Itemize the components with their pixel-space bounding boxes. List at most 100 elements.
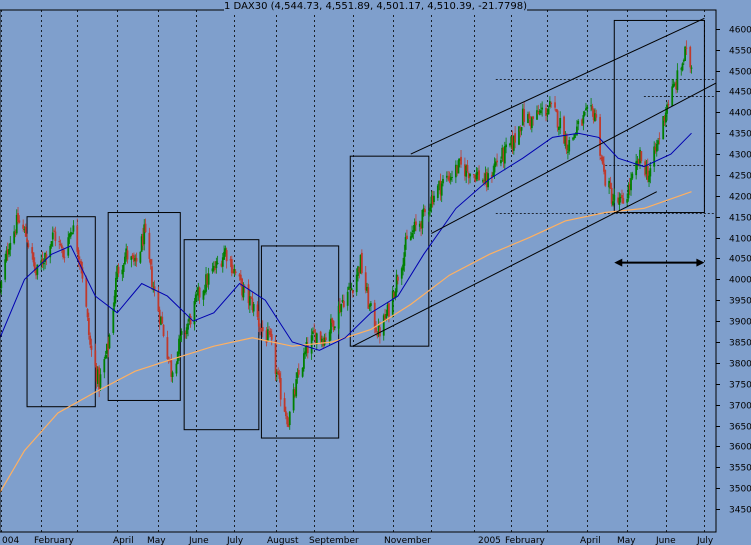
candle-body-down [81,267,84,279]
candle-body-up [627,185,630,199]
candle-body-down [286,415,289,425]
box-annotations [26,19,716,439]
candle-body-up [538,111,541,113]
candle-body-down [406,235,408,239]
candle-body-down [98,367,101,390]
candle-body-down [384,314,386,320]
candle-body-down [60,245,63,248]
candle-body-up [530,117,533,129]
candle-body-up [559,118,562,129]
candle-body-down [603,163,605,172]
y-tick-label: 3800 [729,360,751,370]
candle-body-down [415,221,417,226]
candle-body-down [167,356,170,359]
candle-body-up [413,221,416,232]
x-tick-label: June [188,536,209,545]
candle-body-up [649,168,652,177]
candle-body-up [639,149,641,164]
candle-body-down [33,262,36,271]
candle-body-down [456,165,459,174]
candle-body-up [465,165,468,177]
candle-body-up [68,233,71,238]
candle-body-up [684,46,686,61]
candle-body-down [375,327,377,333]
candle-body-up [188,316,191,322]
candle-body-down [447,177,450,179]
candle-body-down [675,82,677,90]
candle-body-up [203,290,206,294]
candle-body-down [393,292,395,298]
candle-body-down [90,345,93,350]
candle-body-down [563,116,565,144]
x-tick-label: September [309,536,359,545]
candle-body-up [682,60,685,62]
candle-body-down [277,371,280,374]
x-tick-label: May [147,536,166,545]
candle-body-down [133,255,135,262]
candle-body-up [315,333,318,345]
candle-body-down [467,173,470,179]
candle-body-down [135,257,138,262]
candle-body-up [366,286,368,291]
candle-body-up [355,274,358,293]
candle-body-up [680,68,683,70]
candle-body-down [107,342,110,351]
candle-body-up [114,277,117,298]
candle-body-down [31,247,34,254]
candle-body-down [306,344,309,354]
y-tick-label: 3900 [729,318,751,328]
candle-body-up [215,261,218,269]
candle-body-down [373,302,376,329]
candle-body-down [439,180,442,195]
candle-body-up [501,147,504,159]
x-tick-label: July [696,536,714,545]
candle-body-down [339,304,341,313]
candle-body-down [35,268,37,276]
candle-body-up [348,286,350,290]
candle-body-up [5,250,8,261]
x-tick-label: February [34,536,75,545]
candle-body-up [0,281,3,289]
candle-body-up [635,161,638,176]
candle-body-down [514,133,517,143]
candle-body-up [512,135,515,151]
candle-body-up [619,196,622,199]
y-tick-label: 4350 [729,130,751,140]
x-tick-label: February [505,536,546,545]
candle-body-down [225,250,228,262]
candle-body-down [270,334,273,340]
candle-body-up [202,290,205,300]
candle-body-up [518,126,520,145]
candle-body-down [591,106,594,110]
candles-layer [0,40,693,430]
candle-body-down [644,161,647,176]
candle-body-up [185,327,188,335]
candle-body-up [440,183,443,196]
candle-body-up [252,304,255,312]
candle-body-up [422,208,425,212]
candle-body-up [108,334,111,349]
candle-body-up [295,379,298,397]
candle-body-down [523,109,526,122]
candle-body-up [645,166,648,174]
candle-body-down [148,232,151,259]
candle-body-up [394,291,397,298]
candle-body-up [583,112,586,116]
candle-body-up [458,158,461,162]
candle-body-up [582,115,585,124]
candle-body-up [385,314,388,319]
candle-body-up [576,126,578,136]
candle-body-up [510,136,513,145]
candle-body-up [337,305,340,329]
candle-body-down [142,233,144,246]
candle-body-down [77,249,80,260]
candle-body-up [15,214,18,234]
candle-body-down [14,232,17,234]
candle-body-up [242,286,245,298]
candle-body-up [546,112,549,115]
candle-body-up [178,338,180,354]
x-tick-label: April [113,536,134,545]
candle-body-down [274,340,277,374]
candle-body-down [324,337,327,341]
candle-body-up [330,318,332,334]
